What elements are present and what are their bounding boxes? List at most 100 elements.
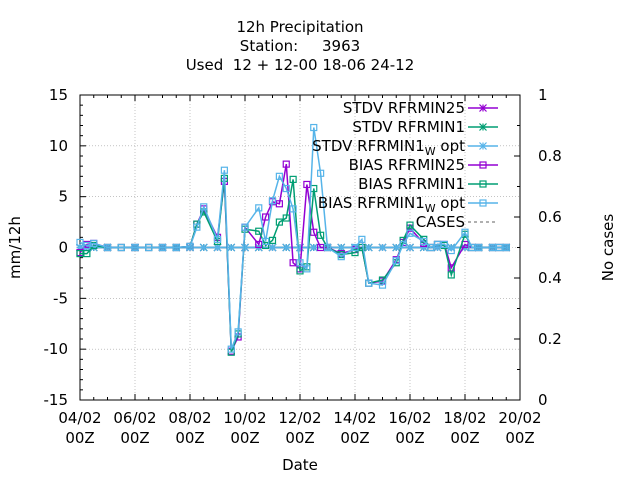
data-point: [145, 243, 153, 252]
data-point: [262, 237, 270, 245]
legend-label: CASES: [416, 213, 465, 231]
data-point: [378, 281, 387, 289]
data-point: [337, 253, 345, 261]
data-point: [268, 243, 277, 252]
data-point: [447, 271, 455, 279]
data-point: [310, 123, 318, 132]
data-point: [317, 169, 325, 177]
x-tick-label: 00Z: [340, 429, 369, 447]
data-point: [282, 160, 290, 168]
data-point: [310, 228, 318, 236]
data-point: [468, 243, 476, 252]
data-point: [83, 241, 91, 250]
y2-tick-label: 0.8: [538, 147, 562, 165]
x-tick-label: 12/02: [278, 409, 321, 427]
legend-label: BIAS RFRMIN1W opt: [318, 194, 465, 215]
y-axis-label: mm/12h: [6, 216, 24, 279]
x-tick-label: 08/02: [168, 409, 211, 427]
data-point: [131, 243, 139, 252]
data-point: [296, 259, 304, 267]
data-point: [495, 243, 503, 252]
data-point: [399, 240, 407, 249]
x-tick-label: 00Z: [285, 429, 314, 447]
legend-entry: STDV RFRMIN1: [352, 118, 498, 136]
data-point: [227, 243, 236, 252]
x-tick-label: 00Z: [505, 429, 534, 447]
data-point: [275, 172, 283, 180]
data-point: [213, 235, 222, 243]
y2-tick-label: 0.2: [538, 330, 562, 348]
data-point: [296, 267, 304, 275]
legend-label: BIAS RFRMIN1: [358, 175, 465, 193]
y2-tick-label: 0.6: [538, 208, 562, 226]
data-point: [289, 205, 297, 213]
x-tick-label: 16/02: [388, 409, 431, 427]
data-point: [83, 250, 91, 258]
data-point: [158, 243, 167, 252]
y-tick-label: 15: [49, 86, 68, 104]
data-point: [433, 240, 442, 249]
data-point: [213, 243, 222, 252]
data-point: [289, 175, 297, 183]
series-layer: [76, 123, 511, 356]
legend-label: STDV RFRMIN25: [343, 99, 465, 117]
title-line-1: 12h Precipitation: [236, 18, 363, 36]
legend-label: BIAS RFRMIN25: [349, 156, 465, 174]
y2-tick-label: 1: [538, 86, 548, 104]
axis-ticks: 04/02 00Z 06/02 00Z 08/02 00Z 10/02 00Z 12/02 00Z…: [44, 86, 562, 447]
data-point: [90, 239, 98, 248]
legend-marker: [479, 123, 487, 131]
y-tick-label: -5: [53, 289, 68, 307]
legend-entry: BIAS RFRMIN25: [349, 156, 498, 174]
data-point: [200, 203, 208, 211]
legend-entry: BIAS RFRMIN1W opt: [318, 194, 498, 215]
data-point: [282, 184, 290, 193]
data-point: [255, 204, 263, 212]
data-point: [282, 243, 291, 252]
data-point: [502, 243, 510, 252]
data-point: [378, 243, 387, 252]
series-5: [76, 123, 510, 353]
legend-marker: [479, 104, 487, 112]
data-point: [303, 265, 311, 273]
data-point: [241, 223, 249, 231]
data-point: [323, 243, 332, 252]
x-tick-label: 00Z: [230, 429, 259, 447]
legend-entry: STDV RFRMIN1W opt: [312, 137, 498, 158]
x-tick-label: 18/02: [443, 409, 486, 427]
data-point: [193, 223, 201, 231]
x-tick-label: 04/02: [58, 409, 101, 427]
data-point: [275, 200, 283, 208]
legend-marker: [479, 161, 487, 169]
data-point: [488, 243, 497, 252]
legend-entry: BIAS RFRMIN1: [358, 175, 498, 193]
data-point: [317, 243, 325, 252]
data-point: [309, 243, 318, 252]
data-point: [227, 345, 235, 353]
data-point: [392, 243, 401, 252]
data-point: [317, 231, 325, 239]
legend-marker: [479, 142, 487, 150]
x-tick-label: 14/02: [333, 409, 376, 427]
data-point: [358, 235, 366, 243]
data-point: [303, 180, 311, 189]
x-tick-label: 10/02: [223, 409, 266, 427]
data-point: [358, 243, 366, 252]
data-point: [440, 240, 448, 249]
data-point: [172, 243, 180, 252]
y2-tick-label: 0: [538, 391, 548, 409]
legend-label: STDV RFRMIN1: [352, 118, 465, 136]
data-point: [275, 218, 283, 226]
y2-tick-label: 0.4: [538, 269, 562, 287]
legend-entry: CASES: [416, 213, 498, 231]
data-point: [289, 259, 297, 267]
legend-marker: [479, 199, 487, 207]
y-tick-label: -10: [44, 340, 69, 358]
data-point: [406, 229, 414, 237]
data-point: [351, 243, 359, 252]
data-point: [351, 248, 359, 257]
data-point: [392, 257, 400, 265]
y2-axis-label: No cases: [599, 214, 617, 282]
x-tick-label: 00Z: [450, 429, 479, 447]
